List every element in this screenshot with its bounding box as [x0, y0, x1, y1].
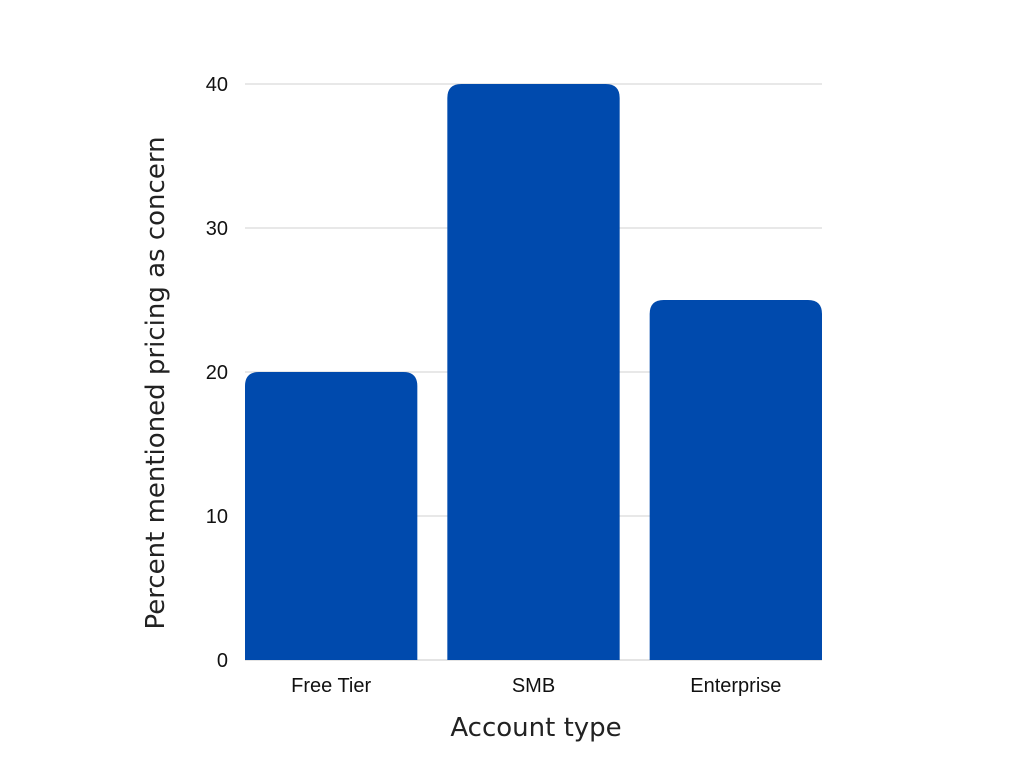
bar-enterprise	[649, 300, 822, 660]
x-tick-label: Free Tier	[291, 675, 371, 697]
x-tick-label: Enterprise	[690, 675, 781, 697]
bar-free-tier	[245, 372, 418, 660]
x-tick-label: SMB	[512, 675, 555, 697]
x-tick-labels: Free Tier SMB Enterprise	[291, 675, 781, 697]
y-tick-label: 40	[206, 74, 228, 96]
y-tick-labels: 0 10 20 30 40	[206, 74, 228, 672]
y-axis-title: Percent mentioned pricing as concern	[141, 136, 171, 629]
bar-layer	[245, 84, 822, 660]
y-tick-label: 20	[206, 362, 228, 384]
y-tick-label: 30	[206, 218, 228, 240]
bar-smb	[447, 84, 620, 660]
y-tick-label: 10	[206, 506, 228, 528]
y-tick-label: 0	[217, 650, 228, 672]
x-axis-title: Account type	[450, 713, 621, 743]
